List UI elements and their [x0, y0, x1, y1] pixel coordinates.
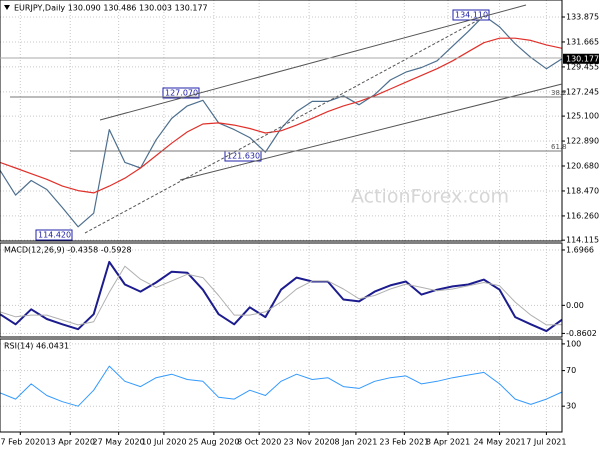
x-tick-label: 8 Apr 2021: [426, 438, 470, 447]
y-tick-label: 114.115: [566, 236, 599, 245]
series-line: [0, 260, 563, 333]
x-tick-label: 27 May 2020: [93, 438, 145, 447]
y-tick-label: 127.245: [566, 87, 599, 96]
y-tick-label: 1.6966: [566, 245, 594, 254]
fib-label: 38.2: [551, 89, 567, 97]
x-tick-label: 25 Aug 2020: [188, 438, 239, 447]
macd-title: MACD(12,26,9) -0.4358 -0.5928: [4, 246, 132, 255]
channel-dashed: [84, 17, 483, 234]
y-tick-label: 122.890: [566, 137, 599, 146]
channel-upper: [99, 4, 527, 121]
annotation: 134.110: [455, 11, 488, 20]
watermark: ActionForex.com: [351, 186, 509, 208]
annotation: 127.070: [165, 89, 198, 98]
y-tick-label: 100: [566, 339, 581, 348]
y-tick-label: 30: [566, 402, 576, 411]
y-tick-label: 0.00: [566, 301, 584, 310]
chart-title: EURJPY,Daily 130.090 130.486 130.003 130…: [14, 4, 208, 13]
x-tick-label: 8 Oct 2020: [237, 438, 281, 447]
x-tick-label: 8 Jan 2021: [334, 438, 377, 447]
last-price-box: [563, 53, 599, 64]
panel-frame: [0, 338, 563, 433]
series-line: [0, 15, 563, 228]
annotation-box: [35, 229, 73, 241]
x-tick-label: 7 Jul 2021: [526, 438, 566, 447]
y-tick-label: 120.680: [566, 162, 599, 171]
series-line: [0, 365, 563, 407]
channel-lower: [179, 83, 563, 181]
y-tick-label: -0.8602: [566, 329, 597, 338]
annotation: 121.630: [227, 152, 260, 161]
y-tick-label: 133.875: [566, 12, 599, 21]
series-line: [0, 37, 563, 194]
series-line: [0, 265, 563, 326]
y-tick-label: 116.260: [566, 211, 599, 220]
annotation: 114.420: [38, 231, 71, 240]
y-tick-label: 125.100: [566, 112, 599, 121]
y-tick-label: 131.665: [566, 37, 599, 46]
y-tick-label: 118.470: [566, 186, 599, 195]
y-tick-label: 70: [566, 366, 576, 375]
x-tick-label: 24 May 2021: [473, 438, 525, 447]
y-tick-label: 129.455: [566, 62, 599, 71]
x-tick-label: 27 Feb 2020: [0, 438, 45, 447]
x-tick-label: 23 Feb 2021: [379, 438, 429, 447]
rsi-title: RSI(14) 46.0431: [4, 342, 69, 351]
panel-frame: [0, 242, 563, 338]
last-price-label: 130.177: [566, 54, 599, 63]
header-icon: [4, 5, 10, 10]
x-tick-label: 13 Apr 2020: [46, 438, 95, 447]
fib-label: 61.8: [551, 143, 567, 151]
panel-frame: [0, 0, 563, 242]
x-tick-label: 23 Nov 2020: [283, 438, 334, 447]
x-tick-label: 10 Jul 2020: [141, 438, 186, 447]
